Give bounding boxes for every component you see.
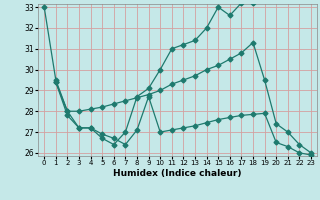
X-axis label: Humidex (Indice chaleur): Humidex (Indice chaleur) bbox=[113, 169, 242, 178]
